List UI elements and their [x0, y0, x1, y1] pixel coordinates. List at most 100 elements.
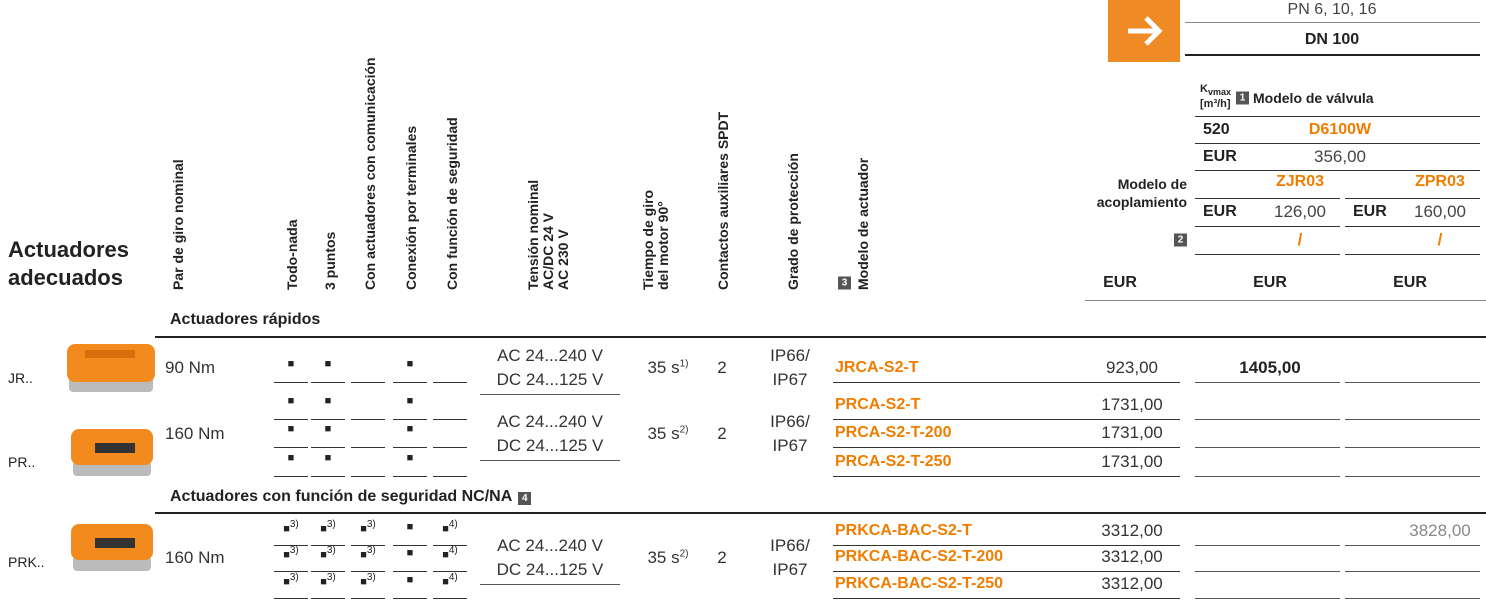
arrow-box: [1108, 0, 1180, 62]
mark: ■4): [442, 572, 458, 588]
mark: ■3): [283, 519, 299, 535]
coupling-label: acoplamiento: [1096, 194, 1187, 210]
rule: [274, 447, 308, 448]
mark: ■3): [320, 519, 336, 535]
rule: [311, 545, 345, 546]
torque: 90 Nm: [165, 358, 216, 377]
coupling-price: 126,00: [1274, 202, 1326, 221]
column-header: Modelo de actuador: [855, 157, 871, 290]
rule: [274, 382, 308, 383]
rule: [433, 419, 467, 420]
mark: ■3): [283, 572, 299, 588]
mark: ■3): [360, 545, 376, 561]
footnote: 3): [326, 572, 336, 584]
rule: [311, 382, 345, 383]
protection: IP67: [772, 435, 808, 455]
mark: ■4): [442, 519, 458, 535]
rule: [351, 419, 385, 420]
coupling-slash: /: [1437, 230, 1443, 249]
mark: ■: [406, 395, 414, 407]
actuator-model: PRCA-S2-T-250: [835, 453, 952, 470]
rule: [1195, 170, 1480, 171]
rule: [1195, 545, 1340, 546]
rule: [1185, 22, 1480, 23]
group-label: JR..: [8, 370, 33, 386]
column-header: AC 230 V: [555, 229, 571, 290]
coupling-slash: /: [1297, 230, 1303, 249]
rule: [833, 571, 1085, 572]
rule: [393, 382, 427, 383]
currency: EUR: [1253, 274, 1287, 291]
currency: EUR: [1203, 203, 1237, 220]
price: 3312,00: [1101, 547, 1163, 566]
rule: [833, 447, 1085, 448]
protection: IP67: [772, 370, 808, 389]
rule: [480, 583, 620, 585]
rule: [393, 476, 427, 477]
footnote: 3): [289, 545, 299, 557]
time: 35 s1): [647, 358, 689, 377]
rule: [274, 598, 308, 599]
voltage: DC 24...125 V: [496, 435, 604, 455]
kv-unit: [m³/h]: [1200, 98, 1231, 110]
rule: [1345, 198, 1480, 199]
rule: [393, 598, 427, 599]
mark: ■: [324, 358, 332, 370]
pn-label: PN 6, 10, 16: [1287, 1, 1377, 18]
mark: ■: [406, 521, 414, 533]
column-header: Grado de protección: [785, 153, 801, 290]
currency: EUR: [1103, 274, 1137, 291]
rule: [1085, 447, 1180, 448]
price: 3312,00: [1101, 521, 1163, 540]
column-header: 3 puntos: [322, 231, 338, 290]
price: 1731,00: [1101, 452, 1163, 471]
rule: [1195, 476, 1340, 477]
mark: ■3): [360, 519, 376, 535]
kv-symbol: Kvmax: [1200, 82, 1231, 98]
mark: ■: [287, 358, 295, 370]
rule: [393, 447, 427, 448]
voltage: DC 24...125 V: [496, 370, 604, 389]
footnote: 3): [366, 572, 376, 584]
rule: [1345, 419, 1480, 420]
rule: [480, 459, 620, 461]
contacts: 2: [717, 358, 727, 377]
protection: IP66/: [770, 535, 810, 555]
rule: [1345, 598, 1480, 599]
total-price: 1405,00: [1239, 358, 1301, 377]
mark: ■3): [320, 545, 336, 561]
actuator-model: PRCA-S2-T-200: [835, 424, 952, 441]
voltage: AC 24...240 V: [497, 411, 603, 431]
rule: [1345, 571, 1480, 572]
currency: EUR: [1353, 203, 1387, 220]
rule: [1195, 382, 1340, 383]
coupling-price: 160,00: [1414, 202, 1466, 221]
section-title: Actuadores rápidos: [170, 311, 321, 328]
column-header: Contactos auxiliares SPDT: [715, 111, 731, 290]
mark: ■: [406, 358, 414, 370]
coupling-model: ZPR03: [1415, 173, 1465, 190]
rule: [433, 598, 467, 599]
rule: [1195, 419, 1340, 420]
rule: [351, 476, 385, 477]
footnote: 4): [448, 545, 458, 557]
rule: [1195, 447, 1340, 448]
footnote: 2): [679, 423, 689, 435]
rule: [1085, 545, 1180, 546]
mark: ■: [324, 423, 332, 435]
footnote: 3): [326, 545, 336, 557]
footnote: 3): [289, 519, 299, 531]
group-label: PR..: [8, 454, 36, 470]
mark: ■: [406, 547, 414, 559]
rule: [1195, 143, 1480, 144]
rule: [1345, 382, 1480, 383]
contacts: 2: [717, 423, 727, 443]
rule: [351, 598, 385, 599]
rule: [155, 336, 1486, 338]
column-header: Tiempo de giro: [640, 189, 656, 290]
badge: 3: [838, 276, 851, 290]
total-price: 3828,00: [1409, 521, 1471, 540]
rule: [311, 571, 345, 572]
rule: [833, 476, 1085, 477]
footnote: 3): [366, 545, 376, 557]
